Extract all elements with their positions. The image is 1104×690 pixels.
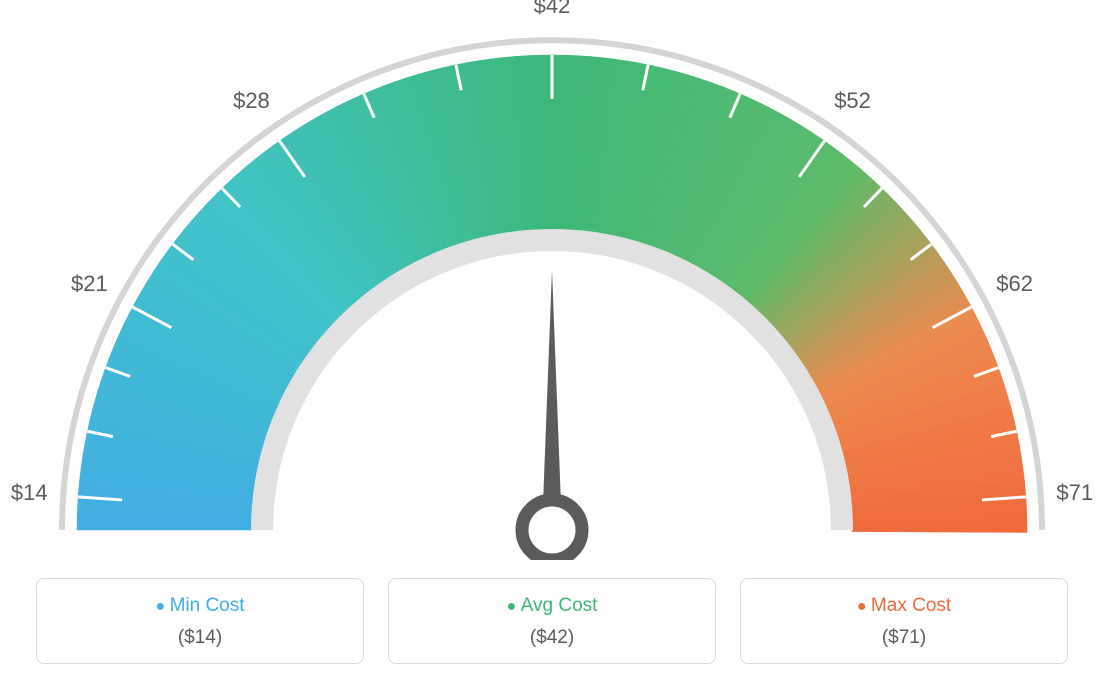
cost-gauge: $14 $21 $28 $42 $52 $62 $71 [0,0,1104,560]
legend-card-min: Min Cost ($14) [36,578,364,664]
gauge-tick-label: $21 [71,271,108,297]
legend-value-max: ($71) [753,627,1055,649]
gauge-svg [0,0,1104,560]
legend-row: Min Cost ($14) Avg Cost ($42) Max Cost (… [0,578,1104,664]
legend-card-max: Max Cost ($71) [740,578,1068,664]
gauge-tick-label: $71 [1056,480,1093,506]
gauge-tick-label: $42 [534,0,571,19]
legend-value-avg: ($42) [401,627,703,649]
legend-value-min: ($14) [49,627,351,649]
legend-title-min: Min Cost [49,595,351,617]
legend-card-avg: Avg Cost ($42) [388,578,716,664]
legend-title-avg: Avg Cost [401,595,703,617]
gauge-tick-label: $52 [834,88,871,114]
gauge-tick-label: $28 [233,88,270,114]
gauge-tick-label: $14 [11,480,48,506]
gauge-tick-label: $62 [996,271,1033,297]
legend-title-max: Max Cost [753,595,1055,617]
